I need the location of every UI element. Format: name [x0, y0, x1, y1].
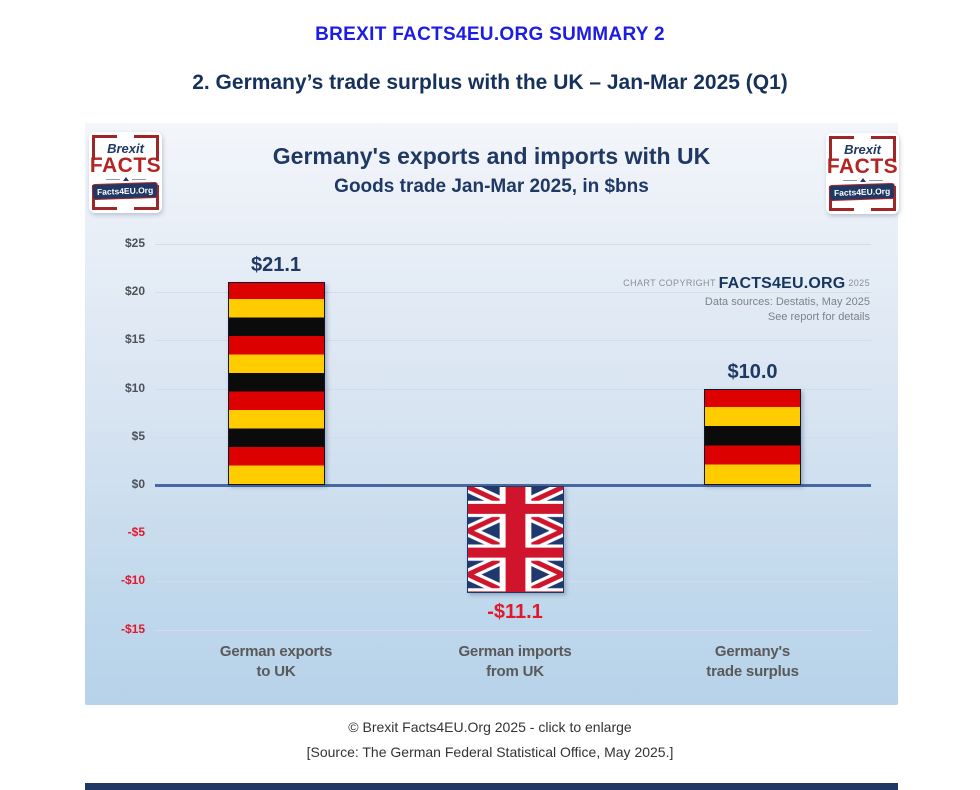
logo-brexit-text: Brexit [107, 141, 144, 156]
category-label: Germany's trade surplus [706, 643, 799, 680]
gridline [155, 436, 871, 438]
logo-facts-text: FACTS [826, 155, 899, 178]
copyright-line: CHART COPYRIGHT FACTS4EU.ORG 2025 [623, 275, 870, 293]
gridline [155, 244, 871, 245]
german-flag-bar [227, 281, 325, 485]
category-label: German exports to UK [219, 643, 333, 680]
brexit-facts-logo-left: Brexit FACTS Facts4EU.Org [89, 132, 162, 213]
bar-value-label: -$11.1 [487, 601, 543, 623]
zero-axis-line [155, 484, 871, 487]
bar-value-label: $10.0 [727, 360, 778, 383]
gridline [155, 629, 871, 631]
y-tick-label: -$15 [120, 621, 145, 636]
y-tick-label: -$5 [127, 525, 145, 540]
logo-frame-corner [134, 135, 159, 160]
copyright-prefix: CHART COPYRIGHT [623, 278, 716, 288]
union-jack-flag-bar [466, 486, 564, 593]
bar-value-label: $21.1 [250, 253, 302, 276]
data-sources-line: Data sources: Destatis, May 2025 [704, 296, 870, 308]
footer-source: [Source: The German Federal Statistical … [306, 744, 674, 760]
logo-facts-text: FACTS [89, 154, 162, 177]
logo-frame-corner [871, 186, 896, 211]
chart-copyright-block: CHART COPYRIGHT FACTS4EU.ORG 2025 Data s… [623, 275, 870, 323]
chart-title: Germany's exports and imports with UK [272, 143, 711, 169]
logo-divider [826, 178, 899, 182]
y-tick-label: -$10 [120, 573, 145, 588]
y-tick-label: $10 [124, 380, 145, 395]
german-flag-bar [704, 388, 801, 485]
summary-heading: BREXIT FACTS4EU.ORG SUMMARY 2 [315, 24, 665, 45]
category-label: German imports from UK [458, 643, 572, 680]
gridline [155, 292, 871, 294]
gridline [155, 388, 871, 390]
logo-frame-corner [829, 136, 854, 161]
bottom-bar [85, 783, 898, 790]
chart-subtitle: Goods trade Jan-Mar 2025, in $bns [334, 176, 649, 197]
chart-section-heading: 2. Germany’s trade surplus with the UK –… [192, 71, 788, 94]
footer-copyright[interactable]: © Brexit Facts4EU.Org 2025 - click to en… [348, 719, 632, 735]
triangle-icon [859, 178, 866, 182]
brexit-facts-logo-right: Brexit FACTS Facts4EU.Org [826, 133, 899, 214]
y-tick-label: $20 [124, 284, 145, 299]
copyright-brand: FACTS4EU.ORG [718, 275, 846, 292]
y-tick-label: $0 [131, 477, 145, 491]
triangle-icon [122, 177, 129, 181]
see-report-line: See report for details [767, 311, 870, 323]
logo-frame-corner [871, 136, 896, 161]
logo-divider [89, 177, 162, 181]
gridline [155, 340, 871, 342]
logo-brexit-text: Brexit [844, 142, 881, 157]
chart-image[interactable]: Brexit FACTS Facts4EU.Org Brexit FACTS F… [85, 123, 899, 705]
y-tick-label: $25 [124, 236, 145, 250]
copyright-year: 2025 [848, 278, 870, 288]
logo-frame-corner [92, 135, 117, 160]
logo-frame-corner [134, 185, 159, 210]
plot-area: $25 $20 $15 $10 $5 $0 -$5 -$10 -$15 $21.1 German e… [85, 123, 898, 705]
y-tick-label: $5 [131, 428, 145, 443]
y-tick-label: $15 [124, 332, 145, 347]
